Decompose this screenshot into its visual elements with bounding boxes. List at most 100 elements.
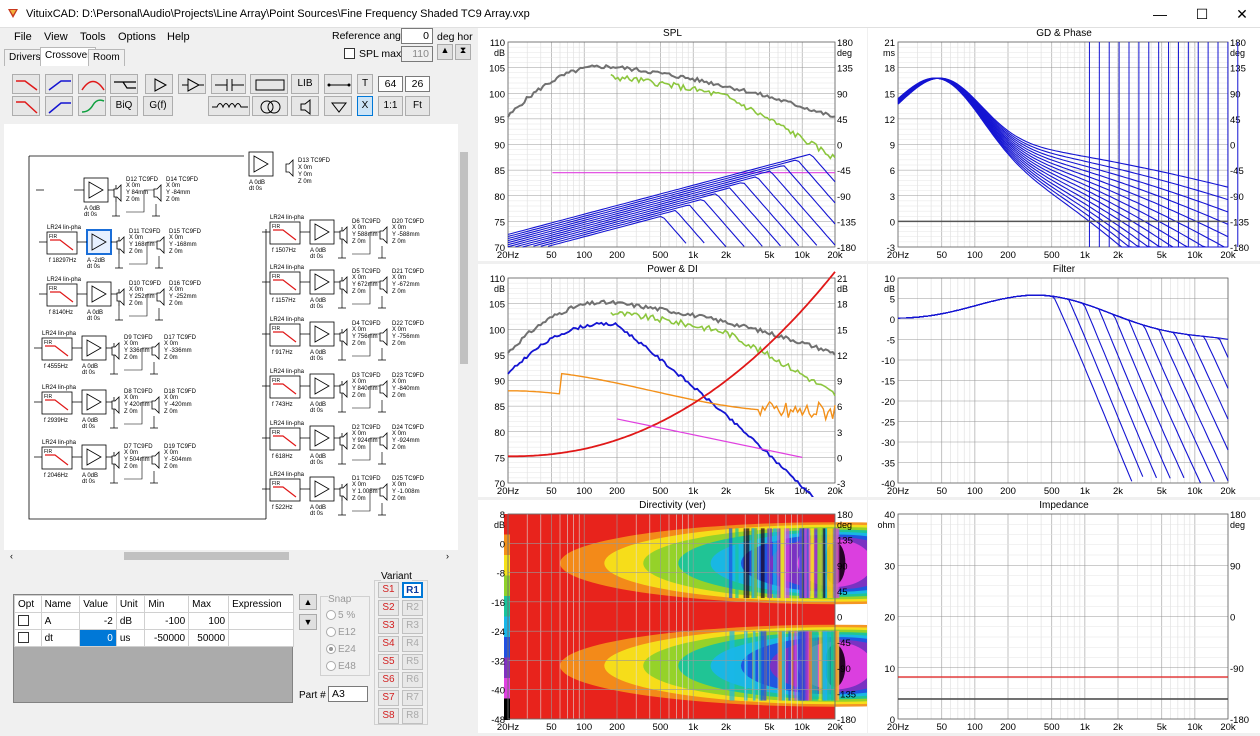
- shelf-green-icon[interactable]: [78, 96, 106, 116]
- fit-button[interactable]: Ft: [405, 96, 430, 116]
- variant-s3-button[interactable]: S3: [378, 618, 399, 634]
- variant-r3-button[interactable]: R3: [402, 618, 423, 634]
- driver-position: Z 0m: [124, 409, 138, 415]
- transformer-icon[interactable]: [252, 96, 288, 116]
- col-unit: Unit: [115, 595, 146, 613]
- chart-panel-spl[interactable]: SPL 20Hz 50 100 200 500 1k 2k 5k 10k 20k 110 105 100 9…: [478, 28, 867, 261]
- param-value-selected[interactable]: 0: [79, 629, 117, 647]
- highpass-blue-icon[interactable]: [45, 74, 73, 94]
- library-button[interactable]: LIB: [291, 74, 319, 94]
- chart-plot: 20Hz 50 100 200 500 1k 2k 5k 10k 20k 8 0 -8 -16 -24 -32…: [491, 510, 867, 733]
- variant-s8-button[interactable]: S8: [378, 708, 399, 724]
- snap-5pct[interactable]: 5 %: [326, 610, 355, 621]
- ground-icon[interactable]: [324, 96, 352, 116]
- scroll-left-icon[interactable]: ‹: [10, 551, 13, 561]
- menu-view[interactable]: View: [44, 31, 68, 43]
- menu-file[interactable]: File: [14, 31, 32, 43]
- snap-e24[interactable]: E24: [326, 644, 356, 655]
- variant-r4-button[interactable]: R4: [402, 636, 423, 652]
- variant-s2-button[interactable]: S2: [378, 600, 399, 616]
- x-toggle-button[interactable]: X: [357, 96, 373, 116]
- schematic-vertical-scrollbar[interactable]: [458, 124, 470, 550]
- resistor-icon[interactable]: [250, 74, 288, 94]
- variant-label: Variant: [381, 571, 412, 582]
- opt-checkbox[interactable]: [18, 632, 29, 644]
- variant-r7-button[interactable]: R7: [402, 690, 423, 706]
- amplifier-icon[interactable]: [178, 74, 206, 94]
- close-button[interactable]: ✕: [1236, 6, 1248, 22]
- variant-s7-button[interactable]: S7: [378, 690, 399, 706]
- driver-name: D10 TC9FD: [129, 281, 162, 287]
- param-min[interactable]: -100: [144, 612, 190, 630]
- zoom-1-1-button[interactable]: 1:1: [378, 96, 403, 116]
- param-max[interactable]: 100: [188, 612, 230, 630]
- bandpass-red-icon[interactable]: [78, 74, 106, 94]
- spl-max-input[interactable]: 110: [401, 46, 433, 62]
- heatmap-fringe: [758, 630, 763, 701]
- chart-panel-impedance[interactable]: Impedance 20Hz 50 100 200 500 1k 2k 5k 10k 20k 40 30…: [868, 500, 1260, 733]
- wire-icon[interactable]: [324, 74, 352, 94]
- chart-panel-directivity-ver-[interactable]: Directivity (ver) 20Hz 50 100 200 500 1k 2k 5k 10…: [478, 500, 867, 733]
- param-min[interactable]: -50000: [144, 629, 190, 647]
- schematic-canvas[interactable]: D13 TC9FD X 0m Y 0m Z 0m A 0dB dt 0s A 0dB dt 0…: [4, 124, 458, 550]
- arrow-up-down-icon[interactable]: ▲: [437, 44, 453, 60]
- param-max[interactable]: 50000: [188, 629, 230, 647]
- move-down-icon[interactable]: ▼: [299, 614, 317, 630]
- color-step: [504, 616, 510, 638]
- menu-help[interactable]: Help: [167, 31, 190, 43]
- opt-checkbox[interactable]: [18, 615, 29, 627]
- scrollbar-thumb[interactable]: [124, 552, 289, 560]
- buffer-icon[interactable]: [145, 74, 173, 94]
- heatmap-fringe: [744, 630, 748, 701]
- lowpass-curve-icon: [273, 435, 297, 447]
- variant-r2-button[interactable]: R2: [402, 600, 423, 616]
- heatmap-fringe: [830, 630, 836, 701]
- inductor-icon[interactable]: [208, 96, 250, 116]
- allpass-icon[interactable]: [110, 74, 138, 94]
- menu-tools[interactable]: Tools: [80, 31, 106, 43]
- collapse-icon[interactable]: ⧗: [455, 44, 471, 60]
- param-value[interactable]: -2: [79, 612, 117, 630]
- amplifier-icon: [88, 181, 104, 199]
- y-tick-label: 30: [884, 561, 895, 572]
- minimize-button[interactable]: —: [1153, 6, 1167, 22]
- chart-panel-filter[interactable]: Filter 20Hz 50 100 200 500 1k 2k 5k 10k 20k 10 5 0 -5-…: [868, 264, 1260, 497]
- biquad-button[interactable]: BiQ: [110, 96, 138, 116]
- variant-r1-button[interactable]: R1: [402, 582, 423, 598]
- chart-panel-gd-phase[interactable]: GD & Phase 20Hz 50 100 200 500 1k 2k 5k 10k 20k 21 1…: [868, 28, 1260, 261]
- menu-options[interactable]: Options: [118, 31, 156, 43]
- variant-r5-button[interactable]: R5: [402, 654, 423, 670]
- y-tick-label: 85: [494, 402, 505, 413]
- variant-r8-button[interactable]: R8: [402, 708, 423, 724]
- chart-panel-power-di[interactable]: Power & DI 20Hz 50 100 200 500 1k 2k 5k 10k 20k 110…: [478, 264, 867, 497]
- param-expression[interactable]: [228, 612, 294, 630]
- capacitor-icon[interactable]: [211, 74, 246, 94]
- snap-e12[interactable]: E12: [326, 627, 356, 638]
- wire: [262, 227, 343, 244]
- transfer-function-button[interactable]: G(f): [143, 96, 173, 116]
- tab-room[interactable]: Room: [88, 49, 125, 66]
- text-button[interactable]: T: [357, 74, 373, 94]
- heatmap-fringe: [781, 630, 786, 701]
- variant-s1-button[interactable]: S1: [378, 582, 399, 598]
- variant-s4-button[interactable]: S4: [378, 636, 399, 652]
- reference-angle-input[interactable]: 0: [401, 28, 433, 44]
- snap-e48[interactable]: E48: [326, 661, 356, 672]
- part-number-input[interactable]: A3: [328, 686, 368, 702]
- param-expression[interactable]: [228, 629, 294, 647]
- scrollbar-thumb[interactable]: [460, 152, 468, 364]
- lowpass-red-2-icon[interactable]: [12, 96, 40, 116]
- move-up-icon[interactable]: ▲: [299, 594, 317, 610]
- speaker-icon[interactable]: [291, 96, 319, 116]
- grid-x-input[interactable]: 64: [378, 76, 403, 92]
- highpass-blue-2-icon[interactable]: [45, 96, 73, 116]
- spl-max-checkbox[interactable]: [344, 48, 355, 59]
- variant-r6-button[interactable]: R6: [402, 672, 423, 688]
- scroll-right-icon[interactable]: ›: [446, 551, 449, 561]
- variant-s5-button[interactable]: S5: [378, 654, 399, 670]
- lowpass-red-icon[interactable]: [12, 74, 40, 94]
- grid-y-input[interactable]: 26: [405, 76, 430, 92]
- variant-s6-button[interactable]: S6: [378, 672, 399, 688]
- maximize-button[interactable]: ☐: [1195, 6, 1209, 22]
- schematic-horizontal-scrollbar[interactable]: [4, 550, 458, 562]
